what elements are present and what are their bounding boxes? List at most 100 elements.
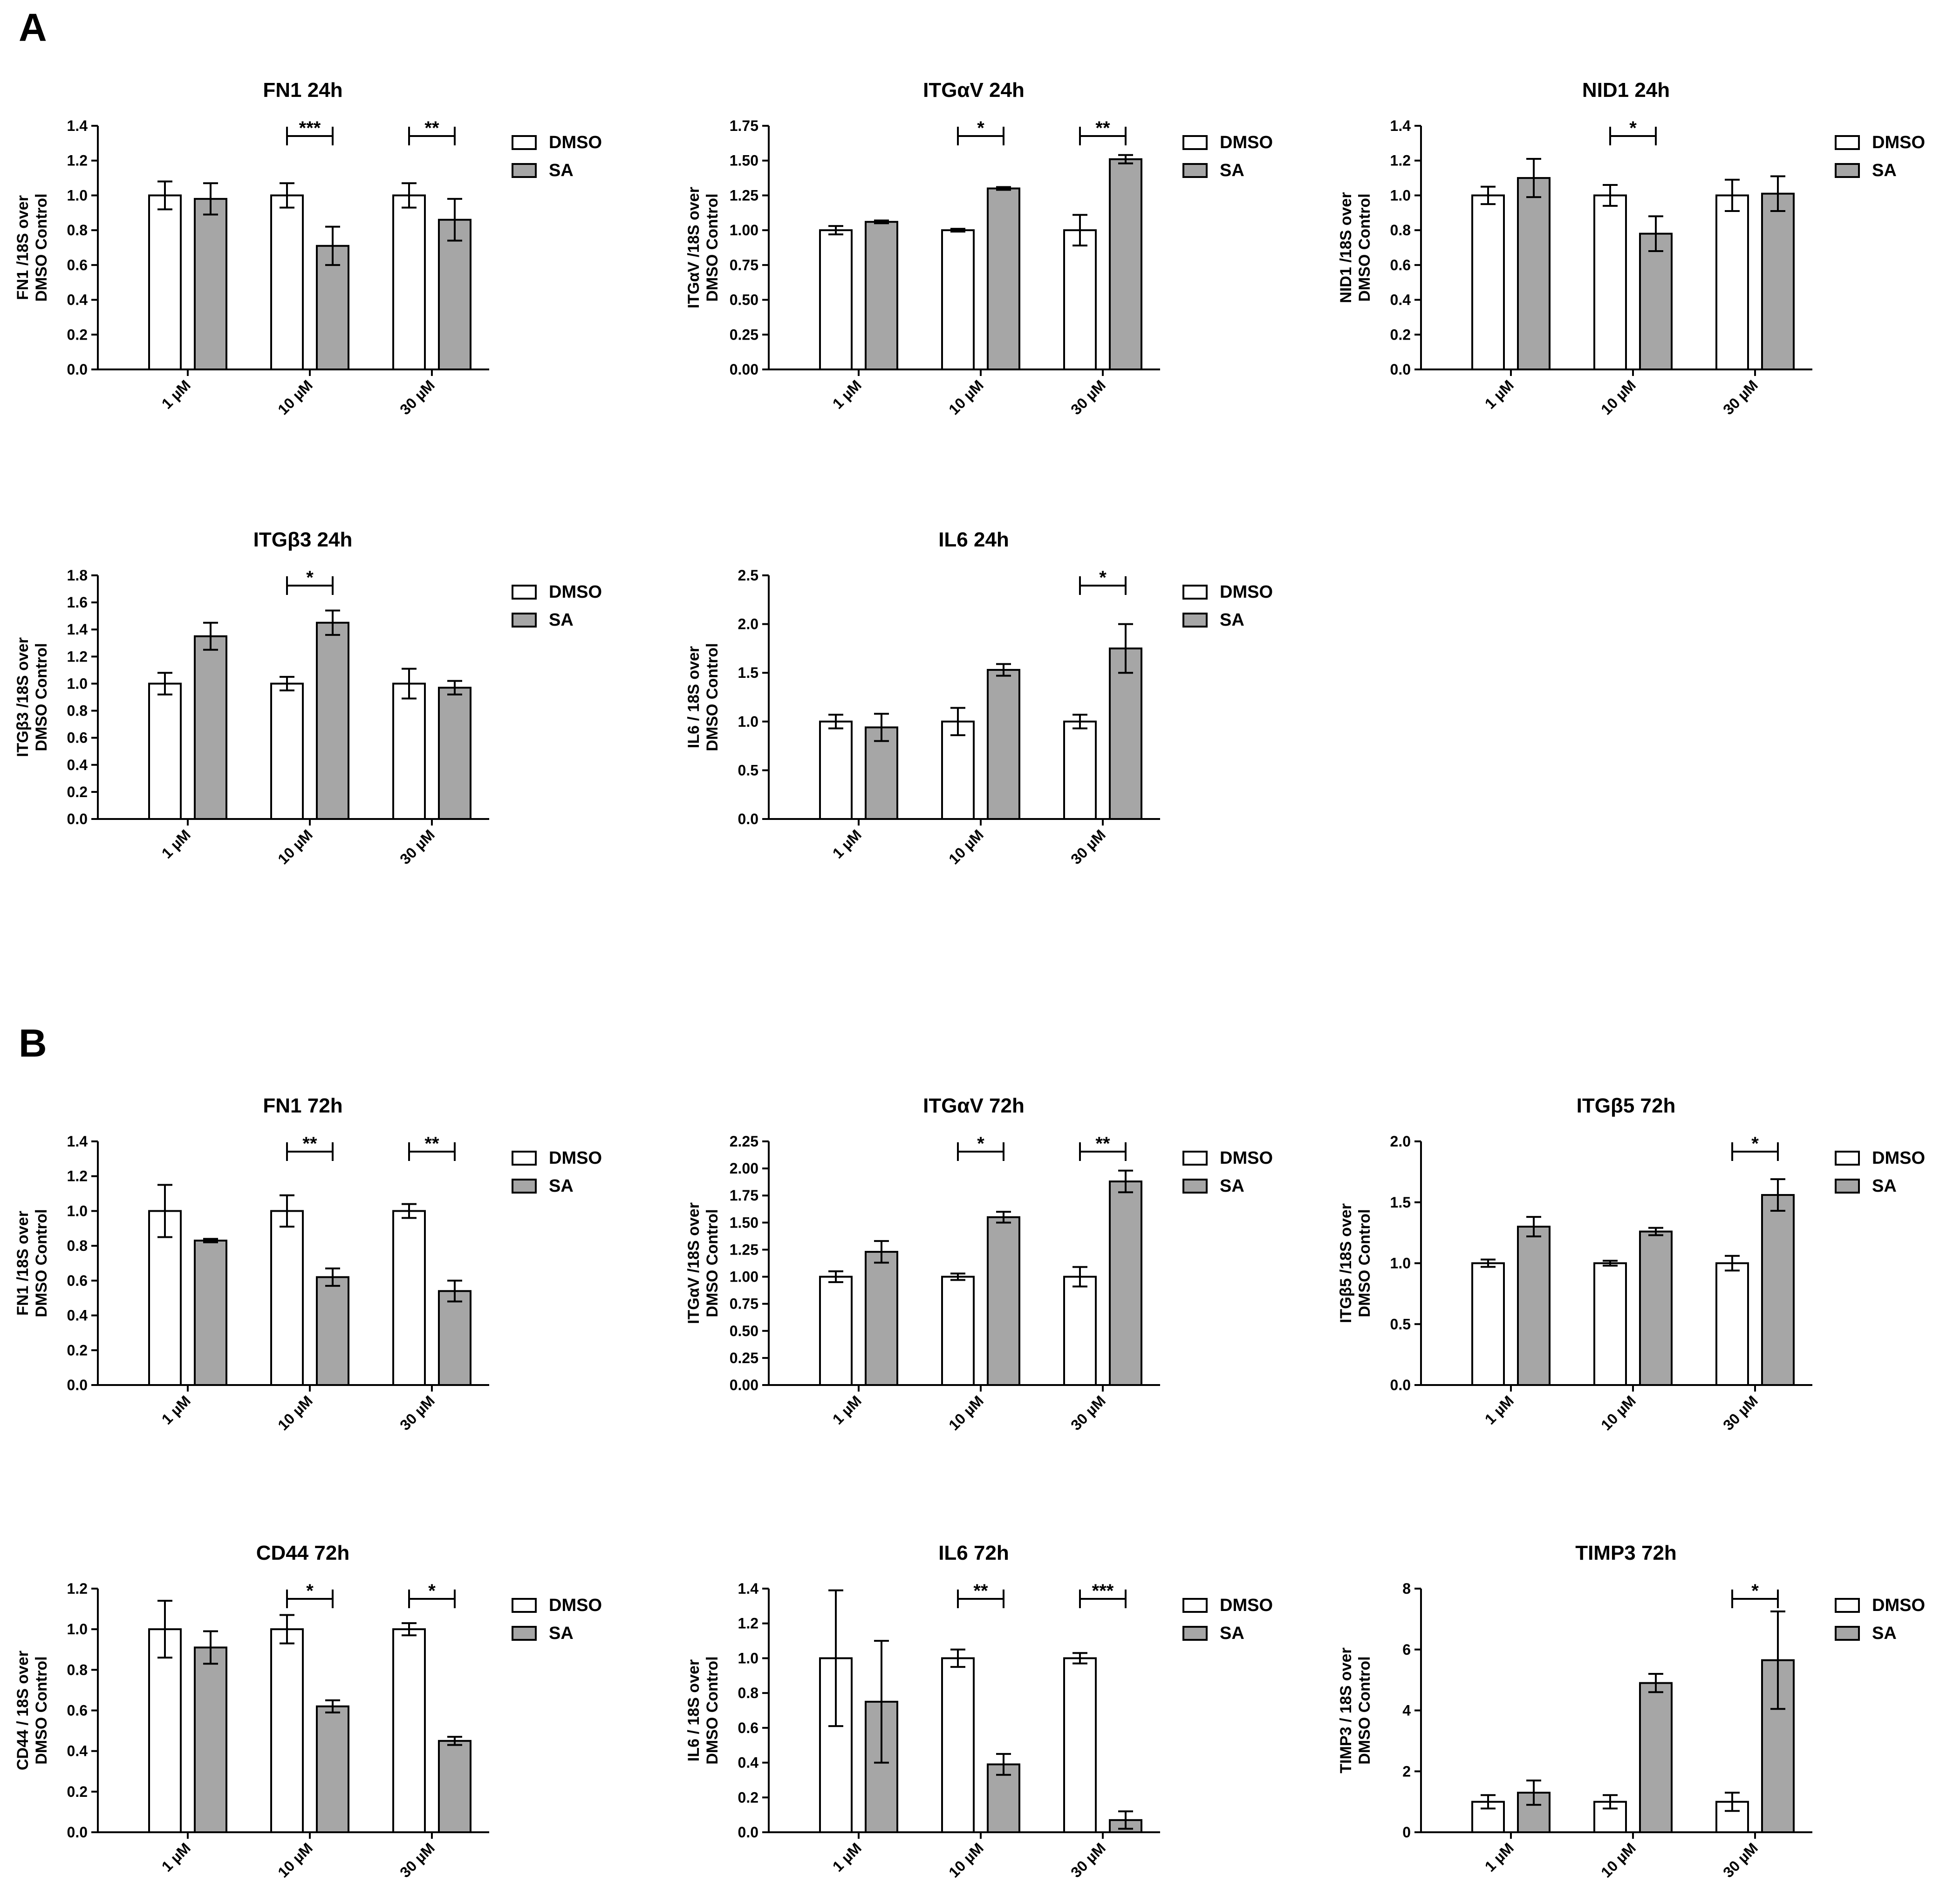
significance-label: **: [424, 118, 439, 138]
legend-label-sa: SA: [1872, 161, 1897, 180]
y-tick-label: 6: [1402, 1641, 1411, 1658]
y-tick-label: 1.2: [1390, 152, 1411, 169]
y-tick-label: 2: [1402, 1763, 1411, 1780]
y-tick-label: 1.4: [738, 1580, 759, 1597]
y-tick-label: 0.6: [67, 257, 88, 273]
y-axis-label-line: DMSO Control: [704, 1209, 721, 1317]
y-tick-label: 0.0: [738, 1824, 758, 1841]
bar-dmso: [1593, 1262, 1627, 1386]
bar-dmso: [148, 1628, 182, 1834]
legend-label-dmso: DMSO: [549, 582, 602, 602]
legend-swatch-sa: [1835, 163, 1860, 178]
y-tick-label: 1.2: [67, 1580, 88, 1597]
bar-sa: [987, 669, 1020, 820]
y-tick-label: 0.75: [730, 1296, 758, 1312]
y-tick-label: 0.8: [67, 1661, 88, 1678]
y-tick-label: 0.6: [67, 1272, 88, 1289]
y-tick-label: 0.75: [730, 257, 758, 273]
legend-label-dmso: DMSO: [1220, 1596, 1273, 1615]
bar-dmso: [819, 1276, 853, 1386]
chart-title: FN1 72h: [263, 1094, 342, 1117]
panel-label-b: B: [19, 1021, 47, 1065]
bar-sa: [194, 1646, 227, 1833]
y-tick-label: 1.00: [730, 222, 758, 239]
bar-sa: [194, 635, 227, 820]
y-tick-label: 2.0: [738, 616, 758, 633]
y-tick-label: 1.25: [730, 187, 758, 204]
bar-dmso: [270, 1628, 304, 1834]
bar-sa: [438, 1290, 471, 1386]
legend-label-sa: SA: [549, 161, 574, 180]
y-tick-label: 0.50: [730, 1323, 758, 1339]
significance-label: **: [973, 1581, 988, 1601]
y-tick-label: 1.0: [1390, 187, 1411, 204]
y-axis-label-line: ITGαV /18S over: [685, 187, 703, 308]
legend-label-sa: SA: [1220, 1176, 1244, 1196]
bar-sa: [987, 187, 1020, 370]
chart-title: ITGβ3 24h: [253, 528, 353, 551]
bar-dmso: [1063, 1657, 1097, 1833]
legend-label-dmso: DMSO: [1220, 133, 1273, 152]
bar-dmso: [392, 1628, 426, 1834]
y-tick-label: 0.25: [730, 1350, 758, 1366]
y-tick-label: 1.2: [738, 1615, 758, 1632]
y-tick-label: 0.2: [67, 1783, 88, 1800]
significance-label: *: [977, 1133, 984, 1154]
y-axis-label-line: DMSO Control: [33, 193, 50, 301]
y-tick-label: 2.25: [730, 1133, 758, 1150]
chart-title: ITGαV 72h: [923, 1094, 1025, 1117]
legend-label-dmso: DMSO: [549, 1596, 602, 1615]
bar-sa: [1109, 1181, 1142, 1386]
y-tick-label: 1.50: [730, 152, 758, 169]
chart-title: FN1 24h: [263, 79, 342, 102]
y-axis-label-line: DMSO Control: [704, 193, 721, 301]
y-tick-label: 0.5: [1390, 1316, 1411, 1332]
y-tick-label: 0.25: [730, 326, 758, 343]
y-tick-label: 0.8: [67, 1237, 88, 1254]
y-axis-label: FN1 /18S overDMSO Control: [14, 193, 50, 301]
bar-sa: [1639, 1230, 1673, 1386]
legend-swatch-sa: [512, 1179, 537, 1194]
bar-sa: [865, 221, 898, 370]
significance-label: *: [306, 567, 314, 588]
legend-swatch-dmso: [512, 135, 537, 150]
y-tick-label: 0.4: [67, 292, 88, 308]
y-tick-label: 2.5: [738, 567, 758, 584]
legend-swatch-dmso: [512, 1598, 537, 1613]
y-tick-label: 0: [1402, 1824, 1411, 1841]
bar-dmso: [392, 194, 426, 370]
y-tick-label: 1.0: [1390, 1255, 1411, 1272]
y-tick-label: 1.4: [67, 1133, 88, 1150]
bar-sa: [1517, 1226, 1551, 1386]
y-tick-label: 1.0: [67, 675, 88, 692]
legend-label-sa: SA: [1872, 1624, 1897, 1643]
legend-label-sa: SA: [1220, 161, 1244, 180]
bar-sa: [1517, 177, 1551, 370]
legend-swatch-sa: [1182, 163, 1208, 178]
chart-itgv-72h: ITGαV 72h 0.00 0.25 0.50 0.75 1.00 1.25 1.50 1.7…: [685, 1094, 1273, 1433]
chart-title: NID1 24h: [1582, 79, 1670, 102]
y-tick-label: 0.0: [67, 1824, 88, 1841]
bar-dmso: [270, 682, 304, 820]
bar-dmso: [819, 229, 853, 370]
y-axis-label: CD44 / 18S overDMSO Control: [14, 1651, 50, 1770]
chart-title: TIMP3 72h: [1575, 1542, 1677, 1564]
y-tick-label: 0.8: [67, 703, 88, 719]
significance-label: *: [1099, 567, 1107, 588]
bar-dmso: [1471, 1262, 1505, 1386]
y-axis-label-line: DMSO Control: [704, 643, 721, 751]
y-axis-label-line: DMSO Control: [1356, 193, 1373, 301]
y-tick-label: 1.0: [738, 1650, 758, 1666]
bar-dmso: [392, 1210, 426, 1386]
bar-sa: [316, 245, 349, 370]
y-axis-label: FN1 /18S overDMSO Control: [14, 1209, 50, 1317]
y-tick-label: 0.0: [1390, 361, 1411, 378]
bar-sa: [438, 218, 471, 370]
y-tick-label: 4: [1402, 1702, 1411, 1719]
panel-label-a: A: [19, 6, 47, 49]
y-tick-label: 0.0: [67, 361, 88, 378]
legend-label-dmso: DMSO: [1220, 1148, 1273, 1168]
y-tick-label: 0.5: [738, 762, 758, 778]
